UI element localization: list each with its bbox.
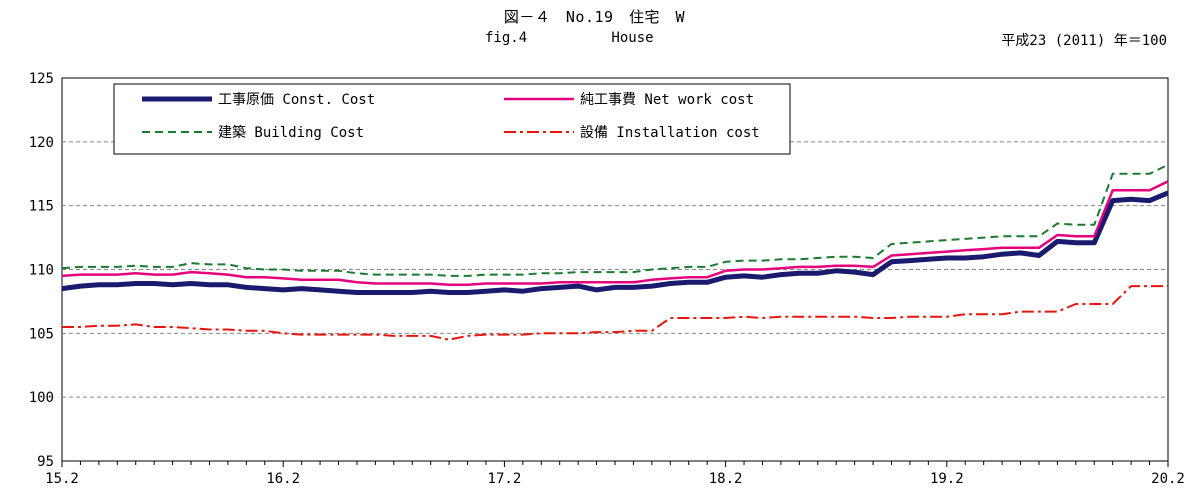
x-tick-label: 17.2 [488, 471, 522, 487]
legend-box [113, 83, 791, 155]
series-line-2 [61, 180, 1169, 287]
y-tick-label: 105 [29, 326, 54, 342]
y-tick-label: 120 [29, 135, 54, 151]
series-line-3 [61, 163, 1169, 277]
legend-label-4: 設備 Installation cost [580, 125, 760, 141]
series-line-1 [61, 190, 1169, 295]
chart-subtitle: fig.4 House [485, 30, 654, 46]
x-tick-label: 20.2 [1151, 471, 1185, 487]
y-tick-label: 95 [37, 454, 54, 470]
x-tick-label: 15.2 [45, 471, 79, 487]
series-line-4 [62, 285, 1168, 341]
y-tick-label: 115 [29, 199, 54, 215]
x-tick-label: 18.2 [709, 471, 743, 487]
legend-label-1: 工事原価 Const. Cost [218, 92, 375, 108]
chart-title: 図－４ No.19 住宅 W [503, 8, 686, 26]
y-tick-label: 110 [29, 263, 54, 279]
x-tick-label: 16.2 [266, 471, 300, 487]
legend-label-3: 建築 Building Cost [218, 125, 364, 141]
y-tick-label: 100 [29, 390, 54, 406]
x-tick-label: 19.2 [930, 471, 964, 487]
legend-label-2: 純工事費 Net work cost [580, 92, 754, 108]
base-index-note: 平成23 (2011) 年＝100 [1001, 33, 1167, 49]
y-tick-label: 125 [29, 71, 54, 87]
